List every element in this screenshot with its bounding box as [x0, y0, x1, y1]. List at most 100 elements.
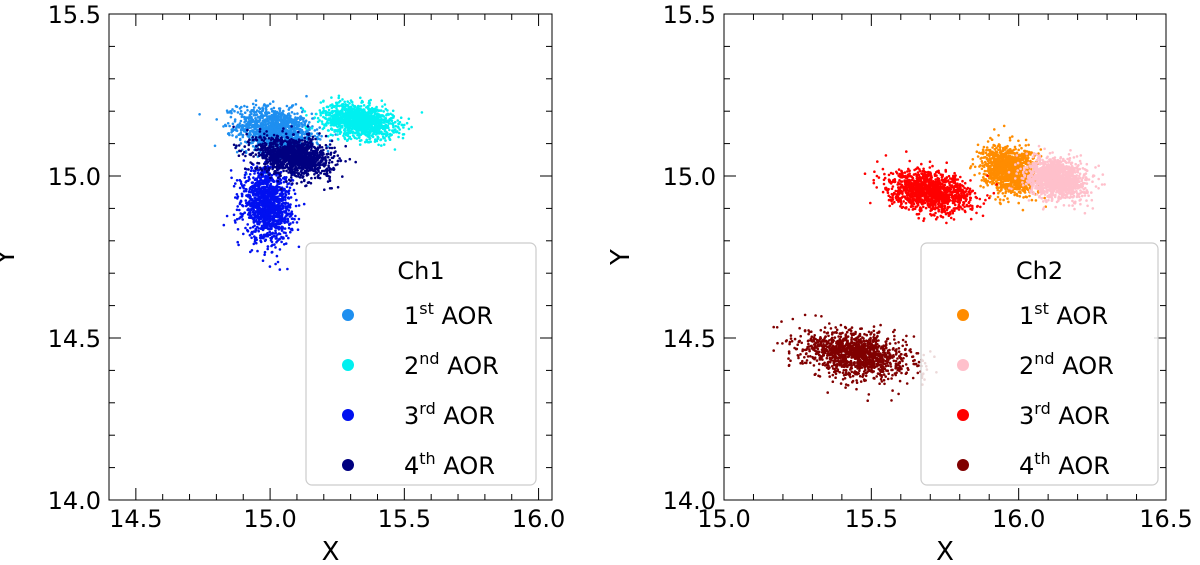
data-point: [358, 135, 361, 139]
data-point: [285, 135, 289, 139]
data-point: [258, 107, 262, 111]
data-point: [266, 245, 270, 248]
data-point: [380, 122, 383, 126]
data-point: [248, 173, 252, 176]
data-point: [310, 112, 314, 116]
data-point: [243, 173, 247, 177]
data-point: [330, 103, 334, 107]
data-point: [233, 118, 237, 121]
data-point: [339, 125, 343, 129]
data-point: [389, 112, 392, 116]
data-point: [243, 176, 247, 179]
data-point: [325, 146, 328, 150]
data-point: [245, 179, 248, 183]
data-point: [239, 133, 243, 136]
data-point: [267, 115, 271, 118]
data-point: [254, 166, 257, 170]
data-point: [265, 130, 268, 133]
data-point: [268, 265, 272, 268]
data-point: [239, 109, 243, 113]
data-point: [272, 172, 276, 175]
data-point: [352, 107, 356, 111]
data-point: [327, 161, 331, 165]
data-point: [390, 119, 394, 123]
data-point: [311, 135, 315, 139]
data-point: [374, 133, 378, 136]
data-point: [252, 155, 255, 158]
data-point: [264, 150, 267, 154]
data-point: [272, 162, 276, 166]
data-point: [396, 119, 400, 122]
data-point: [335, 113, 339, 116]
data-point: [260, 227, 263, 230]
data-point: [330, 110, 334, 113]
data-point: [284, 190, 287, 194]
data-point: [361, 112, 364, 116]
data-point: [322, 106, 325, 110]
data-point: [289, 230, 292, 234]
data-point: [288, 106, 291, 110]
data-point: [377, 143, 380, 147]
data-point: [310, 132, 313, 135]
data-point: [243, 104, 246, 108]
data-point: [379, 138, 382, 142]
data-point: [239, 112, 242, 116]
data-point: [275, 119, 278, 123]
data-point: [300, 180, 303, 184]
data-point: [313, 116, 317, 119]
data-point: [264, 201, 267, 204]
data-point: [235, 150, 239, 154]
data-point: [272, 234, 276, 238]
data-point: [269, 236, 272, 240]
data-point: [247, 190, 251, 193]
data-point: [234, 221, 237, 224]
data-point: [311, 117, 314, 120]
data-point: [346, 138, 350, 142]
data-point: [284, 219, 287, 223]
data-point: [250, 115, 253, 119]
data-point: [306, 173, 310, 176]
data-point: [402, 126, 405, 129]
data-point: [392, 126, 395, 129]
data-point: [391, 109, 395, 113]
data-point: [235, 105, 239, 109]
data-point: [297, 120, 301, 124]
data-point: [241, 212, 245, 216]
data-point: [277, 214, 280, 217]
data-point: [300, 135, 303, 138]
data-point: [275, 254, 279, 258]
data-point: [358, 120, 362, 124]
data-point: [247, 175, 251, 179]
data-point: [265, 225, 269, 228]
data-point: [287, 189, 291, 192]
data-point: [251, 145, 255, 148]
data-point: [291, 119, 295, 122]
data-point: [302, 179, 306, 183]
data-point: [364, 140, 367, 144]
data-point: [336, 122, 340, 126]
data-point: [250, 230, 254, 234]
data-point: [371, 129, 375, 132]
data-point: [265, 209, 269, 212]
data-point: [258, 111, 262, 115]
data-point: [243, 145, 246, 148]
data-point: [234, 146, 237, 150]
data-point: [374, 118, 378, 122]
data-point: [295, 120, 299, 123]
data-point: [323, 188, 326, 191]
data-point: [301, 125, 304, 128]
data-point: [385, 114, 388, 117]
data-point: [277, 176, 280, 179]
data-point: [285, 176, 288, 179]
data-point: [357, 115, 361, 118]
data-point: [328, 146, 332, 150]
data-point: [330, 160, 334, 164]
data-point: [356, 131, 360, 134]
data-point: [382, 136, 385, 140]
data-point: [261, 259, 265, 263]
data-point: [250, 181, 254, 184]
data-point: [332, 119, 336, 122]
data-point: [354, 108, 358, 111]
data-point: [267, 150, 270, 154]
data-point: [261, 109, 264, 113]
